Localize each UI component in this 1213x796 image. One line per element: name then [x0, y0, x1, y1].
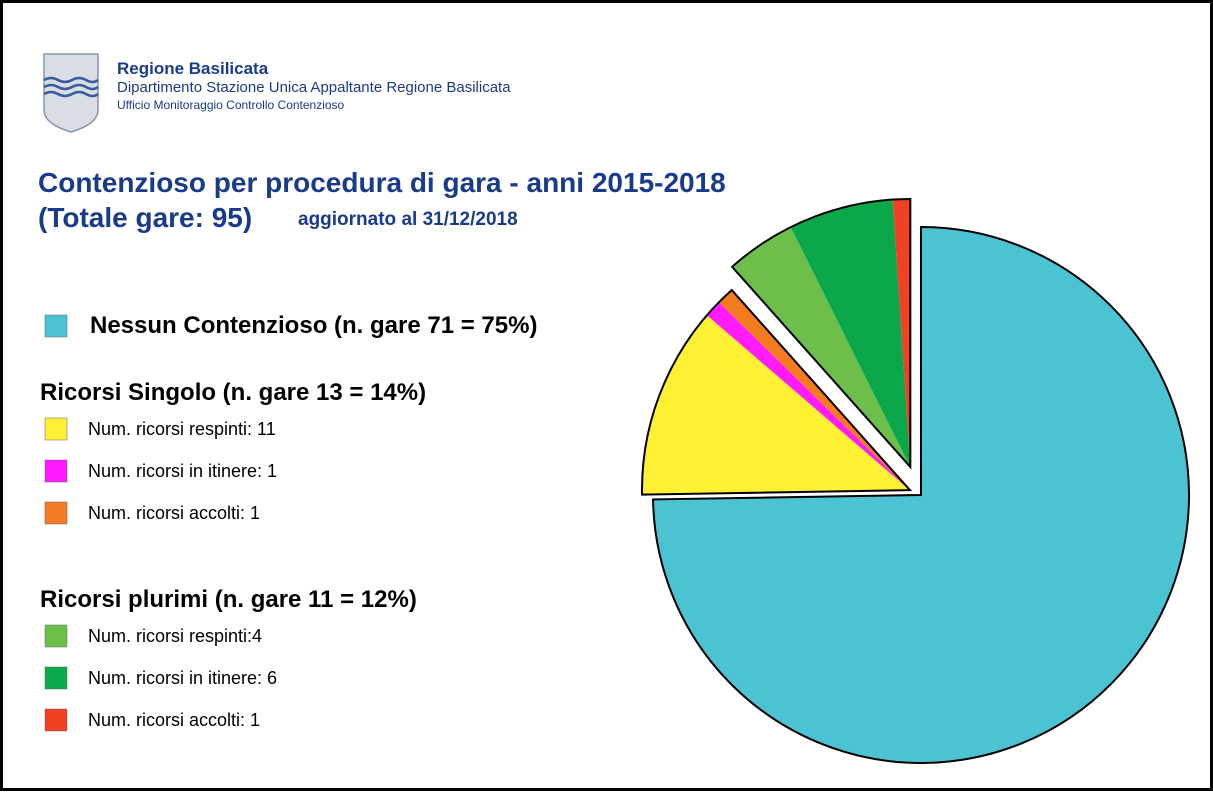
pie-outline [652, 225, 1190, 764]
legend-swatch [44, 666, 68, 690]
note: aggiornato al 31/12/2018 [298, 209, 518, 230]
pie-slice [706, 302, 911, 491]
pie-slice [790, 199, 911, 467]
subtitle: (Totale gare: 95) [38, 202, 252, 233]
legend-swatch [44, 501, 68, 525]
office: Ufficio Monitoraggio Controllo Contenzio… [117, 98, 345, 112]
org: Regione Basilicata [117, 59, 269, 78]
pie-outline [641, 288, 913, 496]
legend-label: Num. ricorsi accolti: 1 [88, 503, 260, 523]
legend-swatch [44, 417, 68, 441]
legend-label: Num. ricorsi respinti:4 [88, 626, 262, 646]
pie-slice [642, 315, 911, 495]
chart-title: Contenzioso per procedura di gara - anni… [38, 167, 726, 198]
legend-group: Ricorsi plurimi (n. gare 11 = 12%) [40, 586, 417, 613]
legend-group: Ricorsi Singolo (n. gare 13 = 14%) [40, 379, 426, 406]
dept: Dipartimento Stazione Unica Appaltante R… [117, 79, 511, 96]
pie-outline [730, 197, 912, 470]
legend-group: Nessun Contenzioso (n. gare 71 = 75%) [90, 312, 537, 339]
pie-slice [718, 290, 911, 491]
legend-label: Num. ricorsi in itinere: 6 [88, 668, 277, 688]
pie-slice [892, 198, 911, 467]
legend-label: Num. ricorsi in itinere: 1 [88, 461, 277, 481]
legend-swatch [44, 708, 68, 732]
legend-swatch [44, 624, 68, 648]
legend-swatch [44, 314, 68, 338]
legend-swatch [44, 459, 68, 483]
legend-label: Num. ricorsi respinti: 11 [88, 419, 276, 439]
logo [43, 53, 99, 133]
legend-label: Num. ricorsi accolti: 1 [88, 710, 260, 730]
pie-slice [732, 227, 911, 467]
